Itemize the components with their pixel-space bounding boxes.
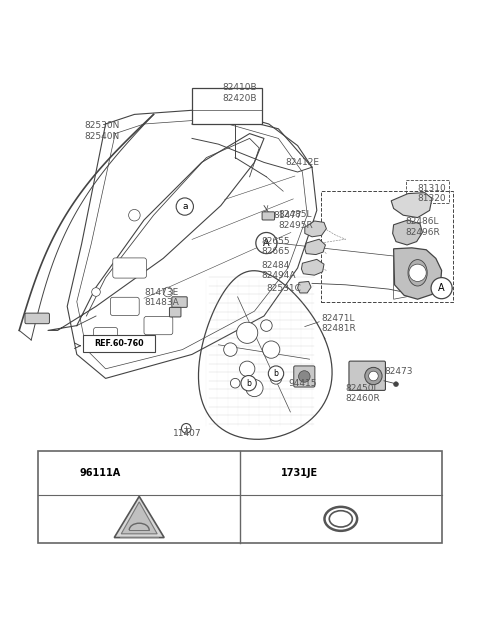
Text: 82471L
82481R: 82471L 82481R bbox=[322, 313, 356, 333]
Text: 82486L
82496R: 82486L 82496R bbox=[406, 217, 440, 237]
Text: A: A bbox=[263, 238, 270, 248]
FancyBboxPatch shape bbox=[113, 258, 146, 278]
Circle shape bbox=[258, 465, 275, 482]
Circle shape bbox=[369, 371, 378, 381]
FancyBboxPatch shape bbox=[83, 335, 155, 351]
Text: 82410B
82420B: 82410B 82420B bbox=[223, 83, 257, 102]
Text: 82412E: 82412E bbox=[286, 158, 320, 167]
Circle shape bbox=[261, 320, 272, 331]
Circle shape bbox=[240, 361, 255, 377]
Polygon shape bbox=[114, 496, 164, 538]
Text: REF.60-760: REF.60-760 bbox=[94, 339, 144, 348]
Text: 96111A: 96111A bbox=[79, 468, 120, 478]
Polygon shape bbox=[305, 239, 325, 255]
Text: A: A bbox=[438, 283, 445, 293]
Circle shape bbox=[224, 343, 237, 356]
Text: 82485L
82495R: 82485L 82495R bbox=[278, 210, 313, 229]
Polygon shape bbox=[301, 259, 324, 275]
Polygon shape bbox=[394, 248, 442, 299]
Circle shape bbox=[270, 373, 282, 384]
Circle shape bbox=[163, 287, 173, 297]
Text: b: b bbox=[264, 469, 269, 478]
Polygon shape bbox=[391, 193, 432, 217]
FancyBboxPatch shape bbox=[262, 212, 275, 220]
Polygon shape bbox=[298, 281, 311, 293]
Text: 82655
82665: 82655 82665 bbox=[262, 237, 290, 256]
Circle shape bbox=[92, 288, 100, 296]
Text: b: b bbox=[274, 369, 278, 378]
Text: 82531C: 82531C bbox=[266, 284, 301, 293]
FancyBboxPatch shape bbox=[172, 297, 187, 307]
Text: 94415: 94415 bbox=[288, 379, 316, 387]
Ellipse shape bbox=[324, 507, 357, 531]
Circle shape bbox=[230, 379, 240, 388]
FancyBboxPatch shape bbox=[110, 297, 139, 315]
Circle shape bbox=[256, 233, 277, 253]
Text: 11407: 11407 bbox=[173, 429, 202, 438]
FancyBboxPatch shape bbox=[38, 451, 442, 542]
FancyBboxPatch shape bbox=[294, 366, 315, 387]
Text: 81477: 81477 bbox=[274, 210, 302, 220]
Polygon shape bbox=[121, 502, 157, 534]
Text: b: b bbox=[246, 379, 251, 387]
Circle shape bbox=[129, 209, 140, 221]
Circle shape bbox=[237, 322, 258, 343]
Ellipse shape bbox=[329, 511, 352, 527]
FancyBboxPatch shape bbox=[25, 313, 49, 324]
FancyBboxPatch shape bbox=[144, 317, 173, 335]
Circle shape bbox=[56, 465, 73, 482]
Circle shape bbox=[176, 198, 193, 216]
Circle shape bbox=[268, 366, 284, 381]
Circle shape bbox=[246, 379, 263, 397]
FancyBboxPatch shape bbox=[349, 361, 385, 391]
Polygon shape bbox=[305, 221, 326, 237]
Text: 82484
82494A: 82484 82494A bbox=[262, 261, 296, 280]
Circle shape bbox=[263, 341, 280, 358]
Text: 82473: 82473 bbox=[384, 367, 412, 375]
Circle shape bbox=[299, 371, 310, 382]
Ellipse shape bbox=[408, 260, 427, 286]
FancyBboxPatch shape bbox=[192, 88, 262, 124]
Text: a: a bbox=[182, 202, 188, 211]
Text: 81310
81320: 81310 81320 bbox=[418, 184, 446, 204]
Text: a: a bbox=[62, 469, 67, 478]
Text: 82450L
82460R: 82450L 82460R bbox=[346, 384, 380, 403]
FancyBboxPatch shape bbox=[169, 307, 181, 317]
FancyBboxPatch shape bbox=[94, 327, 118, 343]
Text: 81473E
81483A: 81473E 81483A bbox=[144, 288, 179, 307]
Circle shape bbox=[394, 382, 398, 387]
Circle shape bbox=[409, 264, 426, 281]
Circle shape bbox=[181, 423, 191, 433]
Text: 1731JE: 1731JE bbox=[281, 468, 318, 478]
Text: 82530N
82540N: 82530N 82540N bbox=[84, 121, 120, 141]
Circle shape bbox=[241, 375, 256, 391]
Circle shape bbox=[431, 277, 452, 299]
Polygon shape bbox=[393, 220, 422, 245]
Circle shape bbox=[365, 367, 382, 385]
